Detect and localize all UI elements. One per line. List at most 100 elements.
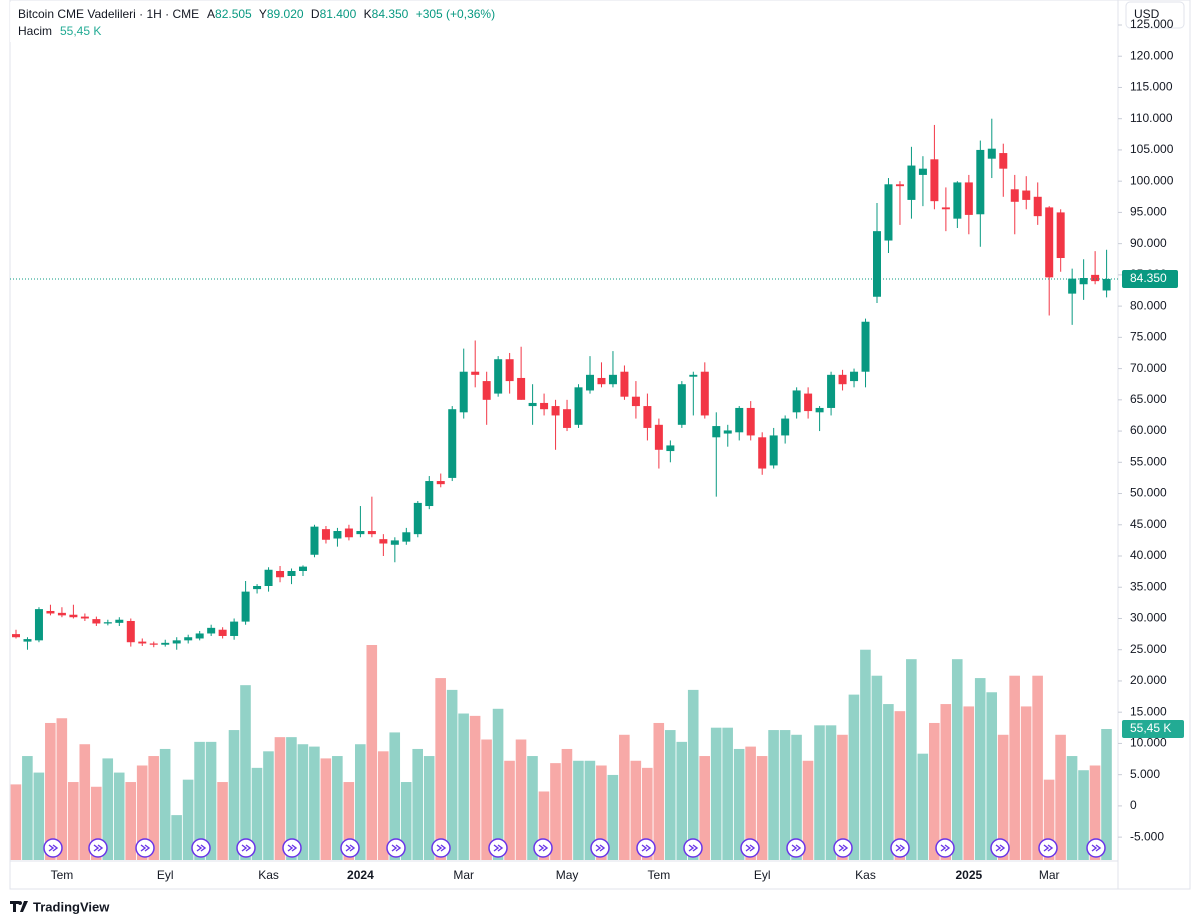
volume-bar: [814, 725, 825, 860]
last-price-tag: [1122, 269, 1178, 288]
symbol-title: Bitcoin CME Vadelileri · 1H · CME: [18, 7, 199, 21]
volume-bar: [596, 765, 607, 860]
low-label: D: [311, 7, 320, 21]
candle-body: [723, 430, 732, 434]
y-tick-label: 110.000: [1130, 111, 1173, 125]
volume-bar: [10, 784, 22, 860]
volume-bar: [848, 694, 860, 860]
y-tick-label: 35.000: [1130, 579, 1167, 593]
volume-bar: [458, 713, 469, 860]
volume-bar: [1020, 706, 1032, 860]
volume-bar: [240, 685, 251, 860]
candle-body: [895, 184, 904, 187]
volume-bar: [171, 815, 182, 860]
event-icon: [135, 838, 155, 858]
volume-bar: [837, 734, 848, 860]
high: 89.020: [267, 7, 304, 21]
volume-bar: [148, 756, 159, 860]
volume-bar: [963, 706, 975, 860]
candle-body: [700, 371, 709, 416]
volume-bar: [664, 730, 676, 860]
volume-bar: [699, 756, 710, 860]
volume-bar: [377, 751, 389, 860]
candle-body: [735, 407, 744, 433]
volume-bar: [1032, 675, 1043, 860]
candle-body: [184, 637, 193, 641]
event-arrow: [345, 844, 356, 852]
volume-bar: [446, 689, 458, 860]
candle-body: [976, 149, 985, 215]
x-tick-label: Kas: [855, 868, 876, 882]
volume-bar: [1055, 734, 1066, 860]
event-arrow: [391, 844, 402, 852]
candle-body: [861, 321, 870, 372]
x-tick-label: May: [556, 868, 579, 882]
volume-bar: [630, 760, 642, 860]
y-tick-label: 30.000: [1130, 611, 1167, 625]
volume-bar: [550, 763, 561, 860]
x-tick-label: Tem: [648, 868, 671, 882]
event-arrow: [93, 844, 104, 852]
currency[interactable]: USD: [1134, 7, 1160, 21]
candle-body: [57, 612, 66, 616]
volume-bar: [389, 732, 401, 860]
volume-bar: [733, 748, 745, 860]
y-tick-label: 10.000: [1130, 736, 1167, 750]
volume-bar: [687, 689, 699, 860]
volume-bar: [779, 730, 791, 860]
y-tick-label: 25.000: [1130, 642, 1167, 656]
candle-body: [276, 571, 285, 578]
event-icon: [636, 838, 656, 858]
event-icon: [191, 838, 211, 858]
ohlc: A82.505 Y89.020 D81.400 K84.350 +305 (+0…: [207, 7, 495, 21]
event-arrow: [1043, 844, 1054, 852]
volume-bar: [710, 727, 722, 860]
candle-body: [34, 609, 43, 641]
candle-body: [241, 591, 250, 622]
event-icon: [990, 838, 1010, 858]
last-volume-tag: [1122, 719, 1184, 738]
volume-bar: [504, 760, 515, 860]
volume-value: 55,45 K: [60, 24, 101, 38]
y-tick-label: 65.000: [1130, 392, 1167, 406]
high-label: Y: [259, 7, 267, 21]
candle-body: [253, 585, 262, 590]
candle-body: [792, 390, 801, 413]
volume-bar: [584, 760, 596, 860]
currency-button[interactable]: [1125, 1, 1185, 29]
low: 81.400: [320, 7, 357, 21]
candle-body: [138, 641, 147, 644]
event-icon: [431, 838, 451, 858]
volume-bar: [297, 744, 309, 860]
event-icon: [935, 838, 955, 858]
candle-body: [413, 502, 422, 535]
candle-body: [448, 409, 457, 478]
volume-bar: [642, 767, 653, 860]
volume-bar: [1078, 770, 1089, 860]
candle-body: [827, 374, 836, 408]
volume-bar: [90, 786, 102, 860]
event-arrow: [1091, 844, 1102, 852]
last-price-label: 84.350: [1130, 271, 1167, 285]
candle-body: [149, 643, 158, 645]
x-tick-label: Tem: [51, 868, 74, 882]
y-tick-label: 95.000: [1130, 205, 1167, 219]
event-arrow: [436, 844, 447, 852]
y-tick-label: -5.000: [1130, 829, 1164, 843]
event-icon: [786, 838, 806, 858]
candle-body: [597, 377, 606, 385]
y-tick-label: 55.000: [1130, 454, 1167, 468]
volume-bar: [182, 779, 194, 860]
volume-bar: [481, 739, 492, 860]
candle-body: [631, 396, 640, 407]
volume-bar: [102, 758, 114, 860]
candle-body: [540, 402, 549, 410]
candle-body: [643, 406, 652, 428]
header-bg: [10, 2, 570, 42]
volume-bar: [251, 767, 263, 860]
volume-bar: [825, 725, 837, 860]
volume-bar: [263, 751, 274, 860]
candle-body: [1079, 278, 1088, 285]
volume-bar: [997, 734, 1009, 860]
volume-bar: [435, 678, 446, 860]
